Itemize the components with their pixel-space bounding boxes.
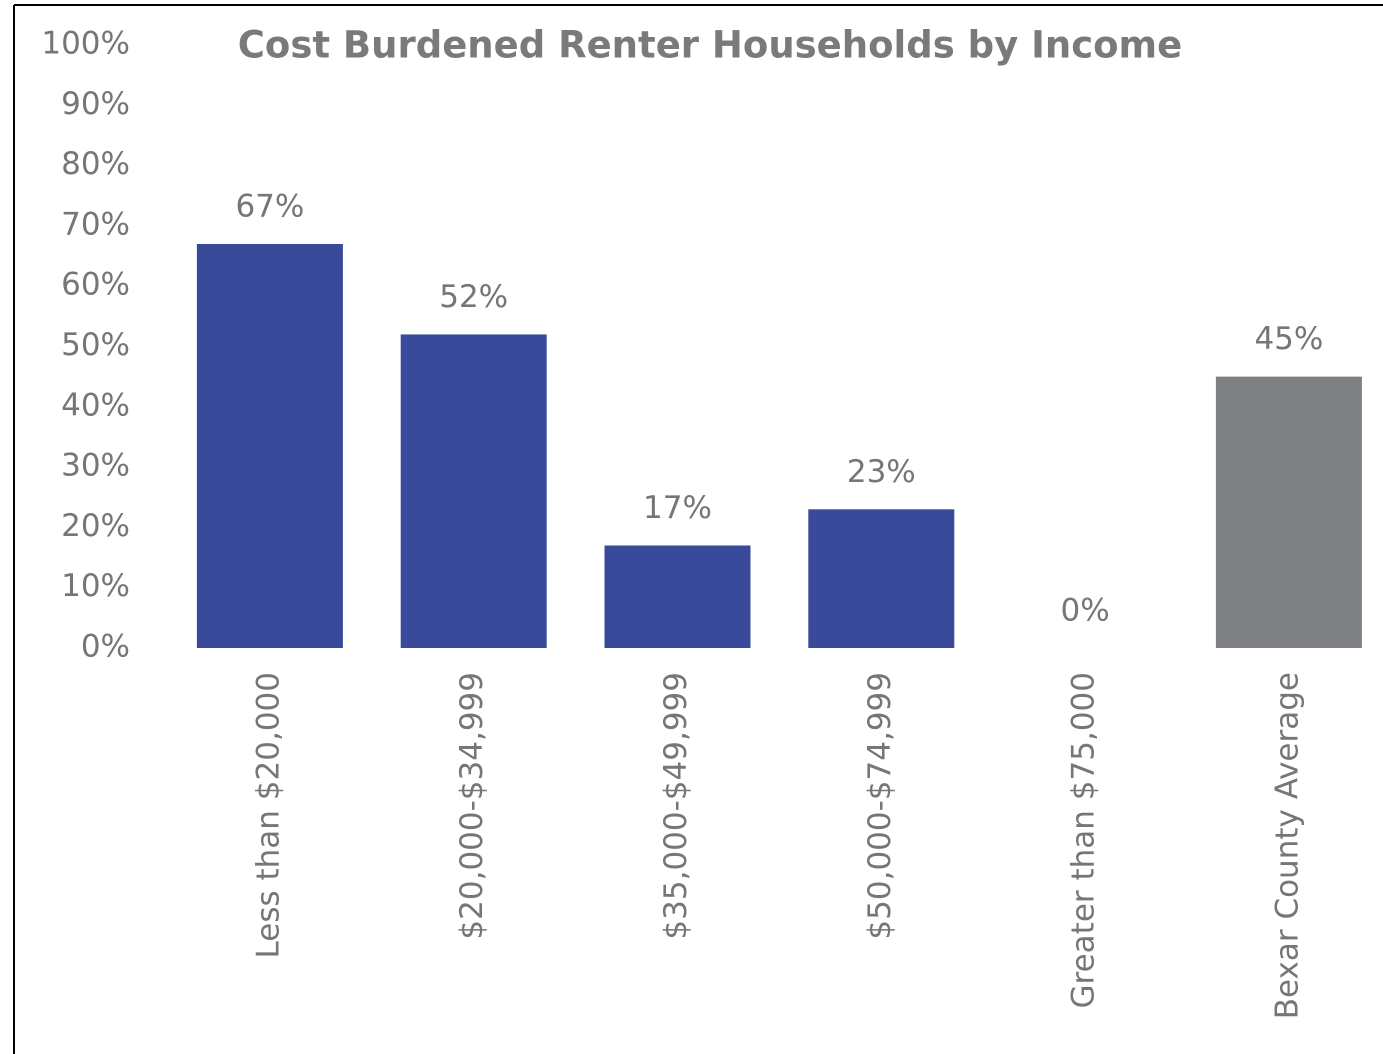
y-tick-label: 20% — [61, 508, 130, 544]
y-tick-label: 60% — [61, 267, 130, 303]
value-label: 52% — [439, 279, 508, 315]
value-label: 45% — [1254, 321, 1323, 357]
bar — [604, 545, 751, 648]
x-tick-label: $35,000-$49,999 — [658, 672, 694, 940]
y-tick-label: 100% — [41, 26, 130, 62]
x-tick-label: Greater than $75,000 — [1066, 672, 1102, 1008]
y-tick-label: 10% — [61, 568, 130, 604]
bar — [196, 243, 343, 649]
bar — [808, 509, 955, 648]
value-label: 17% — [643, 490, 712, 526]
x-tick-label: $50,000-$74,999 — [862, 672, 898, 940]
y-tick-label: 30% — [61, 448, 130, 484]
y-tick-label: 50% — [61, 327, 130, 363]
y-tick-label: 70% — [61, 206, 130, 242]
value-label: 0% — [1061, 593, 1110, 629]
value-label: 23% — [847, 454, 916, 490]
value-label: 67% — [235, 188, 304, 224]
bar — [1215, 376, 1362, 648]
chart-title: Cost Burdened Renter Households by Incom… — [238, 24, 1182, 67]
x-tick-label: $20,000-$34,999 — [454, 672, 490, 940]
x-tick-label: Bexar County Average — [1269, 672, 1305, 1019]
y-tick-label: 40% — [61, 387, 130, 423]
y-tick-label: 0% — [81, 629, 130, 665]
bar — [400, 334, 547, 648]
y-tick-label: 90% — [61, 86, 130, 122]
y-tick-label: 80% — [61, 146, 130, 182]
x-tick-label: Less than $20,000 — [250, 672, 286, 958]
